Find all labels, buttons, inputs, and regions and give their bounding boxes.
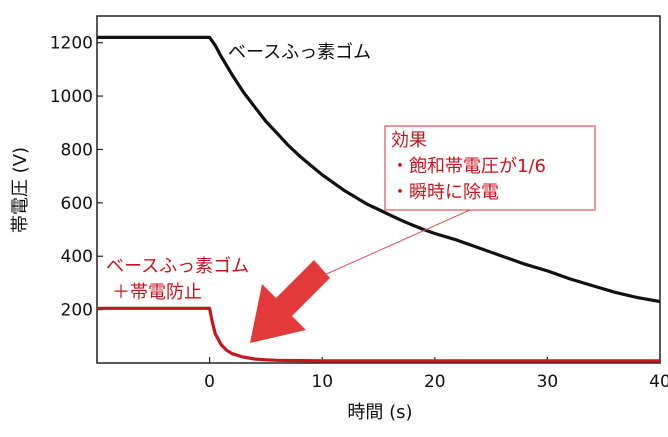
effect-item-saturation: ・飽和帯電圧が1/6 <box>391 156 546 177</box>
x-tick-label: 0 <box>204 372 215 392</box>
series-layer <box>97 35 661 363</box>
y-axis-title: 帯電圧 (V) <box>10 147 31 233</box>
x-tick-label: 20 <box>424 372 446 392</box>
effect-item-instant: ・瞬時に除電 <box>391 182 499 203</box>
black-series-label: ベースふっ素ゴム <box>228 42 371 63</box>
axis-ticks: 0 10 20 30 40 200 400 600 800 1000 1200 <box>50 34 668 392</box>
callout-leader-line <box>321 209 471 277</box>
y-tick-label: 600 <box>61 194 93 214</box>
series-line-antistatic-rubber <box>97 306 660 363</box>
x-tick-label: 10 <box>311 372 333 392</box>
x-axis-title: 時間 (s) <box>347 402 412 423</box>
y-tick-label: 1200 <box>50 34 93 54</box>
y-tick-label: 800 <box>61 140 93 160</box>
series-line-base-rubber <box>97 35 661 304</box>
x-tick-label: 30 <box>537 372 559 392</box>
red-series-label-line2: ＋帯電防止 <box>112 282 202 303</box>
y-tick-label: 200 <box>61 301 93 321</box>
x-tick-label: 40 <box>649 372 668 392</box>
y-tick-label: 1000 <box>50 87 93 107</box>
plot-frame <box>96 15 661 364</box>
red-series-label-line1: ベースふっ素ゴム <box>106 256 249 277</box>
big-red-arrow-icon <box>250 260 330 343</box>
effect-title: 効果 <box>391 130 427 151</box>
effect-callout-box <box>384 125 596 211</box>
y-tick-label: 400 <box>61 247 93 267</box>
